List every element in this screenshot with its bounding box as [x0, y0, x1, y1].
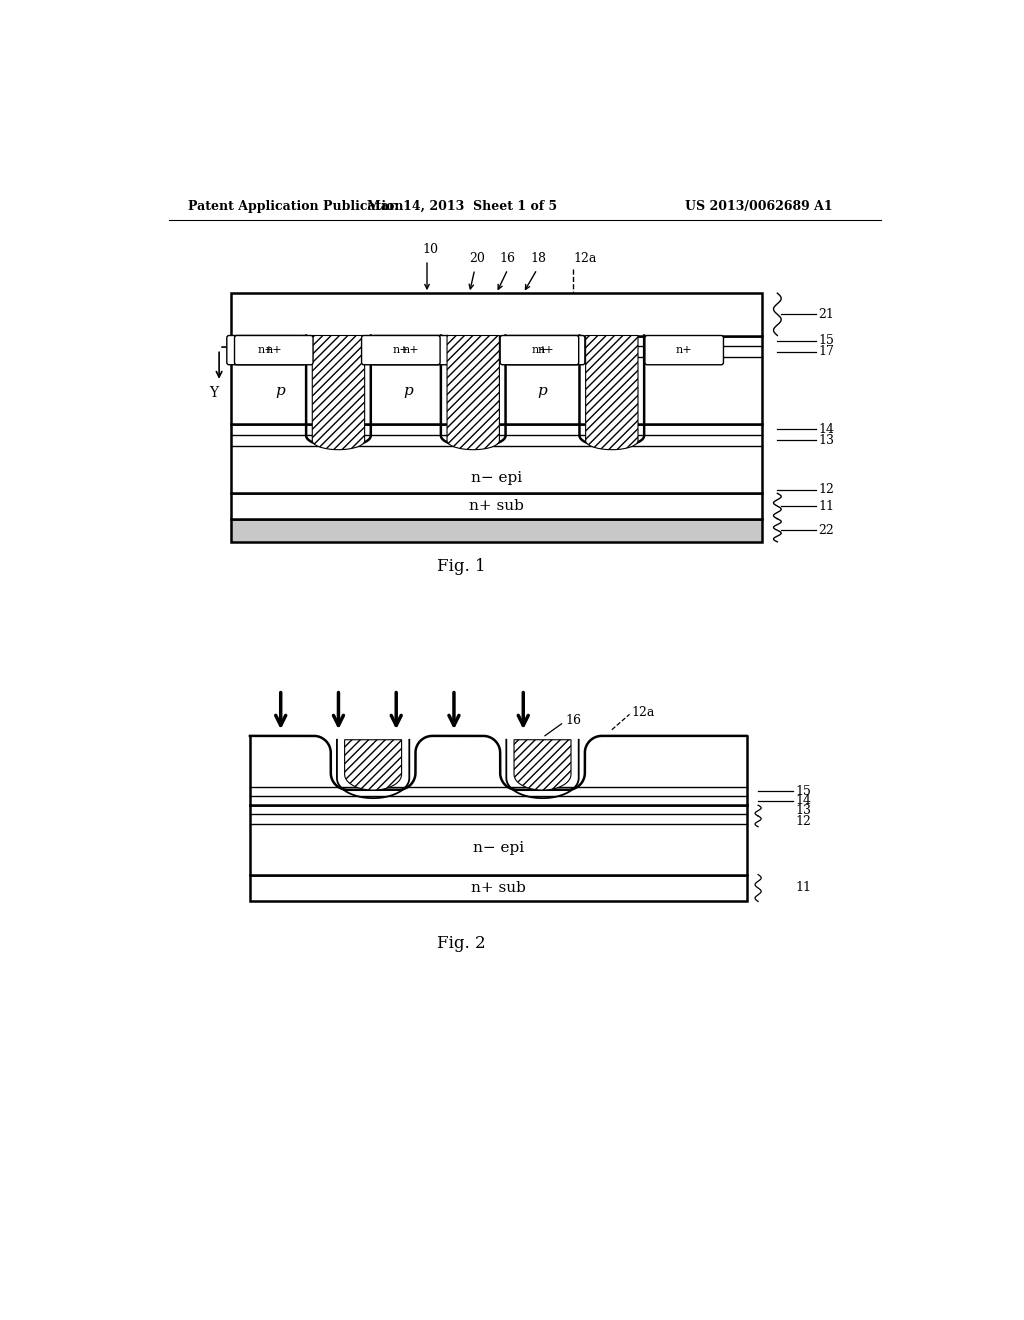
- Bar: [250, 874, 746, 902]
- Bar: [230, 519, 762, 541]
- FancyBboxPatch shape: [506, 335, 585, 364]
- Text: 21: 21: [818, 308, 834, 321]
- Text: 15: 15: [795, 785, 811, 797]
- FancyBboxPatch shape: [226, 335, 305, 364]
- Text: 12a: 12a: [573, 252, 597, 265]
- Bar: [230, 293, 762, 335]
- Text: 15: 15: [818, 334, 834, 347]
- Text: 12a: 12a: [631, 706, 654, 719]
- Text: n+: n+: [531, 345, 548, 355]
- Text: 14: 14: [818, 422, 835, 436]
- Text: 10: 10: [423, 243, 439, 256]
- Polygon shape: [345, 739, 401, 791]
- Text: Y: Y: [209, 385, 218, 400]
- Polygon shape: [586, 335, 638, 450]
- Text: n+: n+: [265, 345, 282, 355]
- Polygon shape: [514, 739, 571, 791]
- Text: 16: 16: [500, 252, 516, 265]
- Text: US 2013/0062689 A1: US 2013/0062689 A1: [685, 199, 833, 213]
- Text: 22: 22: [818, 524, 834, 537]
- Text: 14: 14: [795, 795, 811, 807]
- Polygon shape: [312, 335, 365, 450]
- Polygon shape: [312, 335, 365, 450]
- Text: Fig. 1: Fig. 1: [437, 558, 486, 576]
- Text: n+: n+: [676, 345, 692, 355]
- FancyBboxPatch shape: [500, 335, 579, 364]
- Text: n+: n+: [258, 345, 274, 355]
- Text: 12: 12: [795, 814, 811, 828]
- Text: Mar. 14, 2013  Sheet 1 of 5: Mar. 14, 2013 Sheet 1 of 5: [367, 199, 557, 213]
- Text: n+: n+: [392, 345, 410, 355]
- Text: 13: 13: [818, 434, 835, 446]
- FancyBboxPatch shape: [361, 335, 440, 364]
- Text: 13: 13: [795, 804, 811, 817]
- Text: n+ sub: n+ sub: [471, 880, 525, 895]
- Text: Fig. 2: Fig. 2: [437, 936, 486, 952]
- Text: n+: n+: [538, 345, 554, 355]
- Polygon shape: [447, 335, 500, 450]
- Polygon shape: [250, 737, 746, 805]
- Text: 20: 20: [469, 252, 485, 265]
- Text: 11: 11: [795, 882, 811, 895]
- Text: 12: 12: [818, 483, 834, 496]
- Text: 16: 16: [565, 714, 582, 727]
- Bar: [230, 494, 762, 519]
- Bar: [250, 805, 746, 875]
- Text: 17: 17: [818, 345, 834, 358]
- Text: n+ sub: n+ sub: [469, 499, 523, 513]
- Text: 18: 18: [530, 252, 547, 265]
- Bar: [230, 424, 762, 494]
- FancyBboxPatch shape: [234, 335, 313, 364]
- Polygon shape: [514, 739, 571, 791]
- Text: p: p: [402, 384, 413, 399]
- Polygon shape: [345, 739, 401, 791]
- Polygon shape: [447, 335, 500, 450]
- Text: n+: n+: [402, 345, 419, 355]
- Text: p: p: [538, 384, 548, 399]
- Text: 11: 11: [818, 499, 835, 512]
- Text: p: p: [275, 384, 286, 399]
- FancyBboxPatch shape: [645, 335, 724, 364]
- Polygon shape: [586, 335, 638, 450]
- Bar: [230, 335, 762, 424]
- Text: X: X: [280, 342, 289, 355]
- Text: n− epi: n− epi: [473, 841, 524, 854]
- Text: n− epi: n− epi: [471, 471, 522, 484]
- FancyBboxPatch shape: [372, 335, 451, 364]
- Text: Patent Application Publication: Patent Application Publication: [188, 199, 403, 213]
